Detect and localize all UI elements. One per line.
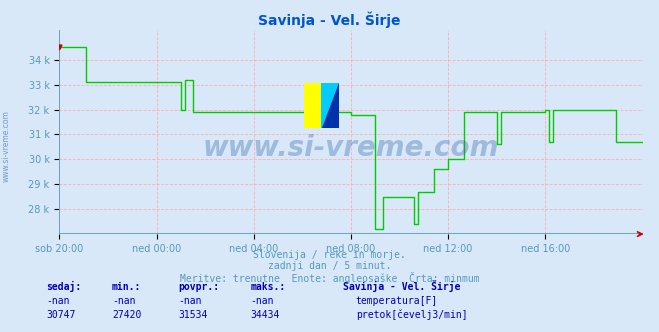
Text: -nan: -nan xyxy=(178,296,202,306)
Text: Savinja - Vel. Širje: Savinja - Vel. Širje xyxy=(258,12,401,28)
Text: Meritve: trenutne  Enote: angleosaške  Črta: minmum: Meritve: trenutne Enote: angleosaške Črt… xyxy=(180,272,479,284)
Text: pretok[čevelj3/min]: pretok[čevelj3/min] xyxy=(356,309,467,320)
Text: www.si-vreme.com: www.si-vreme.com xyxy=(203,134,499,162)
Text: temperatura[F]: temperatura[F] xyxy=(356,296,438,306)
Text: Savinja - Vel. Širje: Savinja - Vel. Širje xyxy=(343,281,460,292)
Text: 34434: 34434 xyxy=(250,310,280,320)
Text: www.si-vreme.com: www.si-vreme.com xyxy=(2,110,11,182)
Text: 27420: 27420 xyxy=(112,310,142,320)
Text: -nan: -nan xyxy=(250,296,274,306)
Polygon shape xyxy=(322,83,339,128)
Polygon shape xyxy=(322,83,339,128)
Text: min.:: min.: xyxy=(112,283,142,292)
Text: sedaj:: sedaj: xyxy=(46,282,81,292)
Text: zadnji dan / 5 minut.: zadnji dan / 5 minut. xyxy=(268,261,391,271)
Bar xyxy=(304,83,322,128)
Text: maks.:: maks.: xyxy=(250,283,285,292)
Text: -nan: -nan xyxy=(112,296,136,306)
Text: -nan: -nan xyxy=(46,296,70,306)
Text: Slovenija / reke in morje.: Slovenija / reke in morje. xyxy=(253,250,406,260)
Text: 30747: 30747 xyxy=(46,310,76,320)
Text: povpr.:: povpr.: xyxy=(178,283,219,292)
Text: 31534: 31534 xyxy=(178,310,208,320)
